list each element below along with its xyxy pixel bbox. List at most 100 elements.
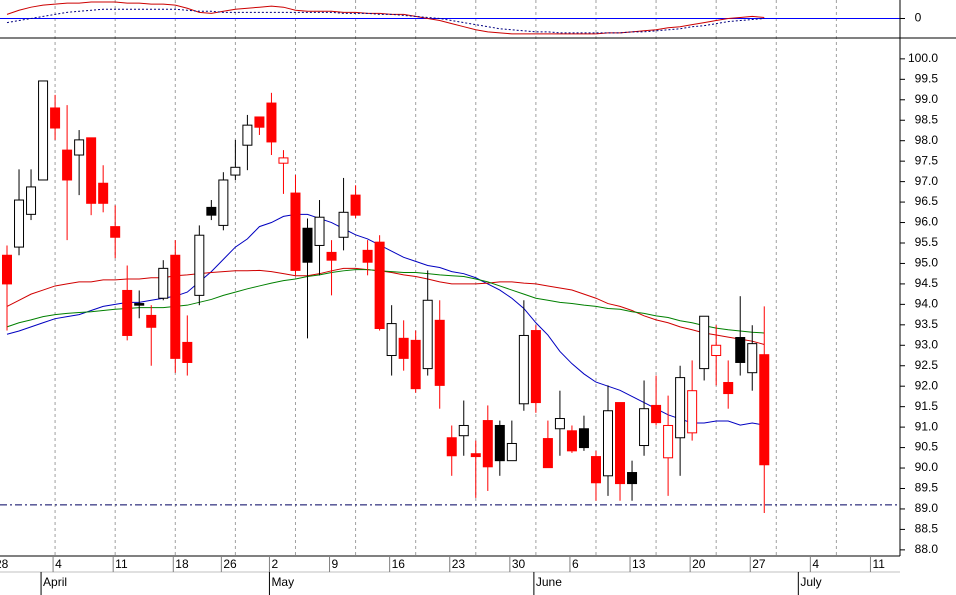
candle-body bbox=[747, 343, 758, 374]
line-series bbox=[6, 1, 765, 35]
candle-body bbox=[699, 315, 710, 370]
candle-body bbox=[50, 107, 61, 129]
candle-body bbox=[530, 330, 541, 404]
y-tick-label: 88.0 bbox=[915, 542, 939, 556]
y-tick-label: 98.0 bbox=[915, 133, 939, 147]
x-tick-label: 26 bbox=[223, 557, 237, 571]
grid bbox=[54, 0, 837, 556]
candle-body bbox=[74, 139, 85, 156]
candle-body bbox=[122, 289, 133, 336]
y-tick-label: 97.0 bbox=[915, 174, 939, 188]
x-tick-label: 20 bbox=[692, 557, 706, 571]
y-tick-label: 0 bbox=[915, 11, 922, 25]
y-tick-label: 94.0 bbox=[915, 297, 939, 311]
candle-body bbox=[206, 206, 217, 216]
candle-body bbox=[302, 227, 313, 263]
line-series bbox=[6, 213, 765, 426]
candle-body bbox=[422, 299, 433, 370]
candle-body bbox=[86, 137, 97, 204]
candle-body bbox=[230, 166, 241, 176]
candle-body bbox=[266, 102, 277, 143]
month-label: April bbox=[43, 575, 67, 589]
candle-body bbox=[578, 428, 589, 449]
y-tick-label: 100.0 bbox=[908, 51, 938, 65]
candle-body bbox=[494, 424, 505, 462]
candle-body bbox=[627, 472, 638, 485]
candle-body bbox=[374, 241, 385, 330]
candle-body bbox=[735, 337, 746, 363]
candle-body bbox=[182, 341, 193, 363]
candle-body bbox=[338, 211, 349, 238]
candle-body bbox=[14, 199, 25, 248]
x-tick-label: 16 bbox=[392, 557, 406, 571]
month-label: May bbox=[271, 575, 294, 589]
y-tick-label: 93.0 bbox=[915, 337, 939, 351]
candle-body bbox=[651, 404, 662, 424]
candle-body bbox=[110, 226, 121, 238]
candle-body bbox=[194, 234, 205, 296]
candle-body bbox=[458, 424, 469, 437]
candle-body bbox=[663, 424, 674, 459]
y-tick-label: 89.5 bbox=[915, 481, 939, 495]
candle-body bbox=[711, 344, 722, 357]
oscillator-panel bbox=[0, 1, 900, 35]
candle-body bbox=[290, 192, 301, 271]
y-tick-label: 92.0 bbox=[915, 378, 939, 392]
y-tick-label: 88.5 bbox=[915, 522, 939, 536]
candle-body bbox=[506, 442, 517, 462]
candle-body bbox=[542, 438, 553, 469]
candle-body bbox=[434, 319, 445, 386]
x-tick-label: 28 bbox=[0, 557, 9, 571]
candle-body bbox=[170, 254, 181, 359]
y-tick-label: 91.0 bbox=[915, 419, 939, 433]
y-tick-label: 97.5 bbox=[915, 153, 939, 167]
candle-body bbox=[398, 337, 409, 359]
x-tick-label: 23 bbox=[452, 557, 466, 571]
x-tick-label: 4 bbox=[55, 557, 62, 571]
candle-body bbox=[639, 408, 650, 447]
candle-body bbox=[254, 116, 265, 128]
x-tick-label: 11 bbox=[115, 557, 128, 571]
candle-body bbox=[482, 420, 493, 468]
candle-body bbox=[134, 303, 145, 306]
candle-body bbox=[242, 124, 253, 146]
candle-body bbox=[326, 251, 337, 261]
candle-body bbox=[590, 456, 601, 484]
month-label: June bbox=[536, 575, 562, 589]
candle-body bbox=[62, 149, 73, 181]
candle-body bbox=[446, 437, 457, 457]
y-tick-label: 95.0 bbox=[915, 256, 939, 270]
y-tick-label: 95.5 bbox=[915, 235, 939, 249]
y-tick-label: 90.5 bbox=[915, 440, 939, 454]
y-tick-label: 96.0 bbox=[915, 215, 939, 229]
price-panel bbox=[0, 80, 900, 514]
line-series bbox=[6, 269, 765, 334]
candle-body bbox=[98, 182, 109, 204]
candle-body bbox=[675, 377, 686, 439]
candle-body bbox=[2, 254, 12, 285]
candle-body bbox=[158, 267, 169, 299]
candle-body bbox=[38, 80, 49, 181]
candle-body bbox=[687, 390, 698, 434]
y-tick-label: 98.5 bbox=[915, 112, 939, 126]
candle-body bbox=[518, 334, 529, 405]
month-label: July bbox=[800, 575, 821, 589]
line-series bbox=[6, 8, 765, 34]
candle-body bbox=[723, 382, 734, 395]
candle-body bbox=[350, 194, 361, 216]
y-tick-label: 99.5 bbox=[915, 71, 939, 85]
y-tick-label: 99.0 bbox=[915, 92, 939, 106]
candle-body bbox=[218, 179, 229, 226]
candle-body bbox=[314, 216, 325, 246]
y-tick-label: 96.5 bbox=[915, 194, 939, 208]
x-tick-label: 2 bbox=[271, 557, 278, 571]
candle-body bbox=[386, 323, 397, 357]
candle-body bbox=[554, 418, 565, 430]
candle-body bbox=[410, 339, 421, 390]
candle-body bbox=[603, 410, 613, 477]
y-tick-label: 90.0 bbox=[915, 460, 939, 474]
y-tick-label: 92.5 bbox=[915, 358, 939, 372]
